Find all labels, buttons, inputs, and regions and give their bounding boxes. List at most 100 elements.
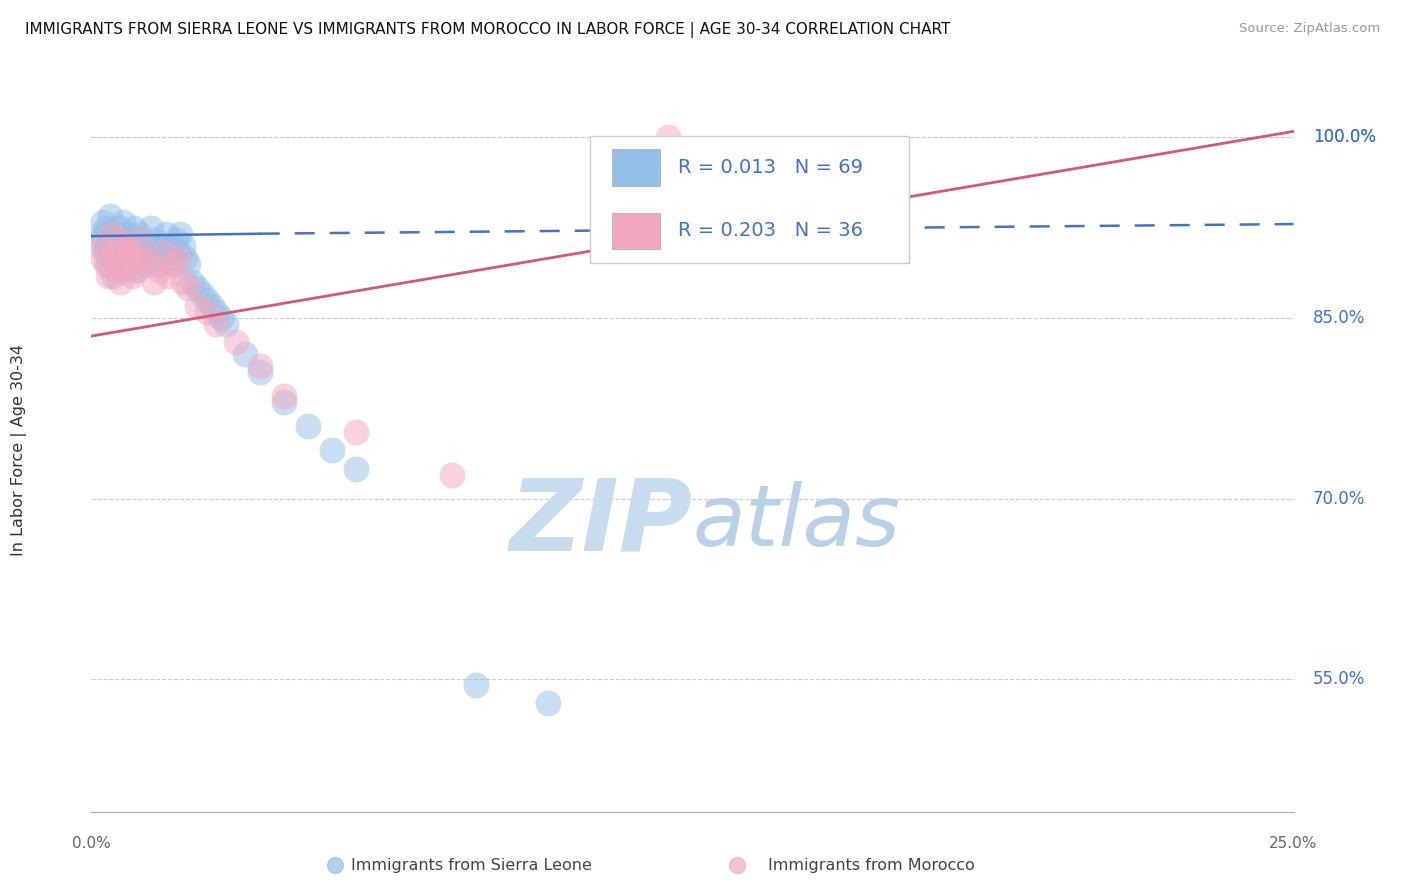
- Point: [657, 130, 679, 145]
- Point: [162, 257, 184, 271]
- Text: Immigrants from Sierra Leone: Immigrants from Sierra Leone: [350, 858, 592, 872]
- Point: [172, 238, 194, 253]
- Point: [94, 244, 117, 259]
- Point: [142, 233, 165, 247]
- Bar: [612, 150, 659, 186]
- Point: [89, 233, 111, 247]
- Point: [111, 214, 134, 228]
- Point: [91, 227, 114, 241]
- Point: [167, 251, 190, 265]
- Point: [249, 365, 271, 379]
- Point: [205, 317, 228, 331]
- Point: [159, 251, 181, 265]
- Bar: [612, 212, 659, 250]
- FancyBboxPatch shape: [591, 136, 908, 262]
- Point: [162, 257, 184, 271]
- Point: [110, 244, 132, 259]
- Text: 25.0%: 25.0%: [1270, 836, 1317, 851]
- Text: 55.0%: 55.0%: [1313, 670, 1365, 689]
- Point: [725, 858, 748, 872]
- Point: [100, 233, 122, 247]
- Point: [344, 425, 367, 440]
- Point: [155, 227, 177, 241]
- Point: [150, 238, 173, 253]
- Point: [97, 257, 120, 271]
- Point: [273, 389, 295, 403]
- Text: Source: ZipAtlas.com: Source: ZipAtlas.com: [1240, 22, 1381, 36]
- Point: [142, 275, 165, 289]
- Point: [100, 251, 122, 265]
- Point: [321, 443, 343, 458]
- Point: [115, 238, 138, 253]
- Point: [186, 299, 208, 313]
- Point: [104, 238, 127, 253]
- Point: [440, 467, 463, 482]
- Point: [118, 257, 141, 271]
- Point: [233, 347, 256, 361]
- Point: [215, 317, 238, 331]
- Point: [167, 244, 190, 259]
- Point: [297, 419, 319, 434]
- Point: [186, 281, 208, 295]
- Point: [101, 244, 124, 259]
- Point: [157, 268, 180, 283]
- Point: [103, 227, 125, 241]
- Point: [148, 263, 170, 277]
- Text: R = 0.203   N = 36: R = 0.203 N = 36: [678, 221, 863, 241]
- Point: [90, 238, 112, 253]
- Point: [165, 233, 187, 247]
- Point: [100, 227, 122, 241]
- Point: [152, 244, 174, 259]
- Point: [200, 299, 222, 313]
- Point: [128, 233, 150, 247]
- Text: 100.0%: 100.0%: [1313, 128, 1375, 146]
- Point: [93, 214, 115, 228]
- Point: [112, 263, 135, 277]
- Point: [101, 268, 124, 283]
- Point: [96, 238, 118, 253]
- Point: [249, 359, 271, 373]
- Point: [105, 251, 128, 265]
- Point: [141, 220, 163, 235]
- Point: [94, 257, 117, 271]
- Point: [323, 858, 346, 872]
- Point: [128, 233, 150, 247]
- Point: [98, 209, 121, 223]
- Point: [537, 696, 560, 710]
- Point: [124, 238, 146, 253]
- Point: [209, 310, 232, 325]
- Point: [97, 268, 120, 283]
- Point: [108, 220, 131, 235]
- Text: ZIP: ZIP: [509, 475, 692, 571]
- Point: [110, 233, 132, 247]
- Text: 0.0%: 0.0%: [72, 836, 111, 851]
- Point: [191, 286, 214, 301]
- Point: [176, 257, 198, 271]
- Point: [114, 244, 136, 259]
- Text: In Labor Force | Age 30-34: In Labor Force | Age 30-34: [11, 344, 27, 557]
- Point: [94, 220, 117, 235]
- Text: 100.0%: 100.0%: [1313, 128, 1375, 146]
- Text: Immigrants from Morocco: Immigrants from Morocco: [768, 858, 976, 872]
- Point: [131, 244, 153, 259]
- Point: [174, 251, 197, 265]
- Point: [121, 268, 143, 283]
- Point: [138, 257, 160, 271]
- Text: R = 0.013   N = 69: R = 0.013 N = 69: [678, 158, 863, 178]
- Point: [344, 461, 367, 475]
- Point: [172, 275, 194, 289]
- Point: [157, 238, 180, 253]
- Point: [148, 257, 170, 271]
- Point: [111, 251, 134, 265]
- Point: [124, 251, 146, 265]
- Text: IMMIGRANTS FROM SIERRA LEONE VS IMMIGRANTS FROM MOROCCO IN LABOR FORCE | AGE 30-: IMMIGRANTS FROM SIERRA LEONE VS IMMIGRAN…: [25, 22, 950, 38]
- Point: [121, 244, 143, 259]
- Point: [107, 257, 129, 271]
- Point: [120, 233, 142, 247]
- Point: [169, 227, 191, 241]
- Point: [152, 244, 174, 259]
- Point: [134, 257, 156, 271]
- Point: [134, 251, 156, 265]
- Text: atlas: atlas: [692, 481, 900, 565]
- Point: [125, 263, 148, 277]
